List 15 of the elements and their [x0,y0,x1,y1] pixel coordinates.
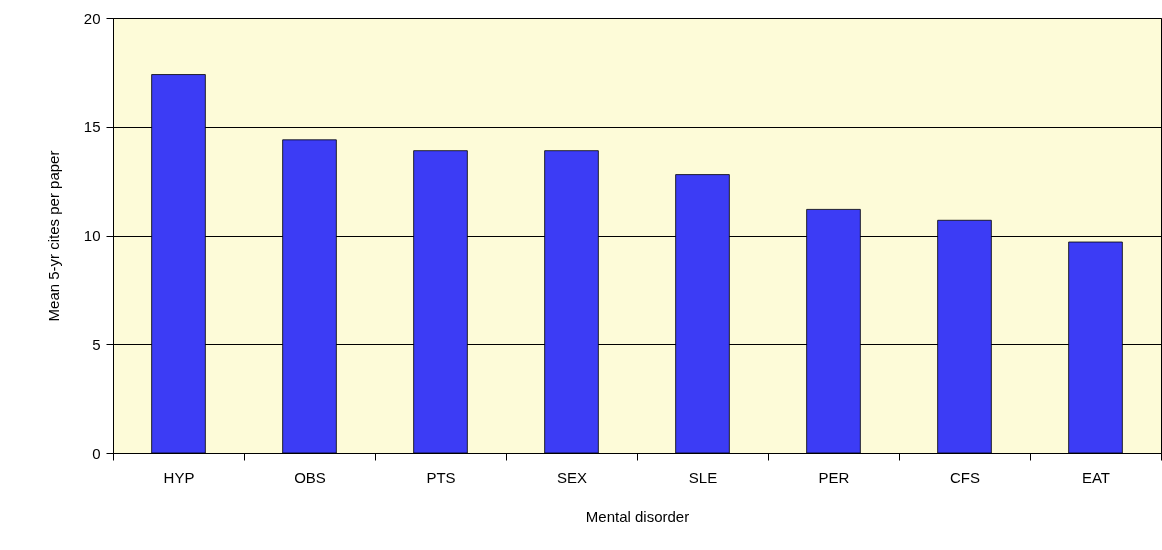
x-tick-label: CFS [950,468,980,486]
x-tick-label: PTS [426,468,456,486]
y-tick-label: 15 [83,118,101,136]
y-tick-label: 20 [83,9,101,27]
y-axis-title: Mean 5-yr cites per paper [44,150,62,322]
y-tick-label: 10 [83,227,101,244]
x-axis-title: Mental disorder [585,507,690,525]
y-tick-label: 0 [92,444,101,462]
x-tick-label: EAT [1081,468,1111,486]
x-tick-label: HYP [163,468,195,486]
x-tick-label: PER [818,468,850,486]
y-tick-label: 5 [92,335,101,353]
x-tick-label: SEX [556,468,588,486]
x-tick-label: OBS [294,468,326,486]
x-tick-label: SLE [688,468,718,486]
